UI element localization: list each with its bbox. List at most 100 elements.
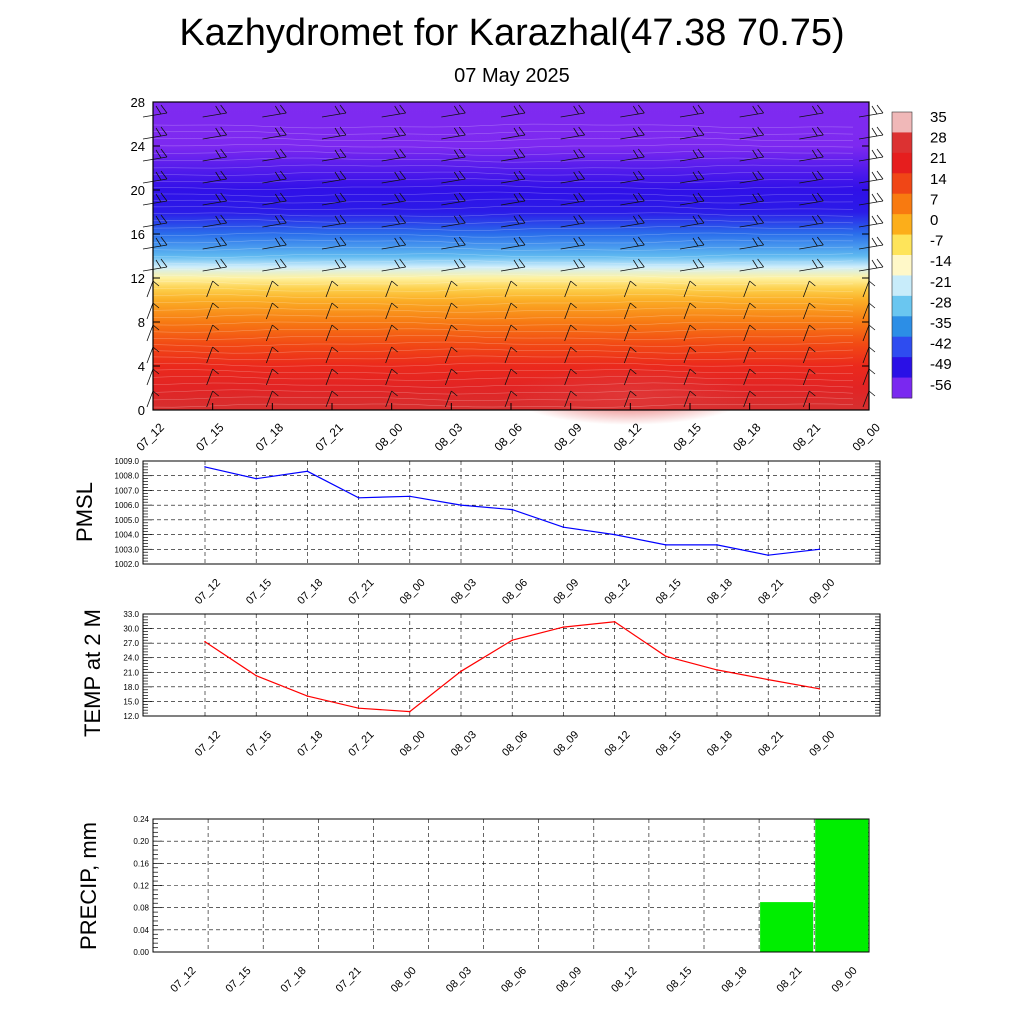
wind-barb [500,236,526,250]
wind-barb [504,280,518,298]
data-point [665,544,667,546]
wind-barb [381,192,406,206]
wind-barb [620,192,645,206]
wind-barb [739,192,764,206]
wind-barb [146,280,160,298]
y-tick-label: 0.20 [133,837,149,846]
wind-barb [560,236,585,250]
y-tick-label: 1003.0 [115,545,140,554]
y-tick-label: 0.08 [133,904,149,913]
data-point [716,544,718,546]
wind-barb [620,104,645,118]
colorbar-frame [891,111,913,399]
wind-barb [799,126,824,140]
temperature-contour [152,355,854,361]
wind-barb [381,258,406,272]
chart-subtitle: 07 May 2025 [454,65,570,87]
wind-barb [623,280,637,298]
wind-barb [262,192,287,206]
y-tick-label: 0.00 [133,948,149,957]
temperature-contour [152,184,854,190]
wind-barb [142,126,168,140]
wind-barb [739,126,764,140]
x-tick-label: 07_12 [168,965,198,995]
y-tick-label: 0.04 [133,926,149,935]
colorbar-swatch [892,152,912,174]
wind-barb [679,258,705,272]
temperature-contour [152,232,854,238]
wind-barb [262,236,287,250]
wind-barb [325,302,339,320]
temperature-contour [152,328,853,333]
data-point [562,526,565,528]
wind-barb [679,104,705,118]
temperature-contour [152,321,854,326]
y-tick-label: 20 [131,183,145,198]
temperature-contour [152,164,854,169]
data-point [562,626,565,628]
wind-barb [444,280,458,298]
data-point [306,470,309,473]
x-tick-label: 08_03 [449,729,479,759]
wind-barb [441,192,466,206]
height-temperature-panel: 0 4 8 12 16 20 24 28 07_12 07_15 07_18 07_21 08_00 08… [131,95,884,454]
wind-barb [321,104,347,118]
y-tick-label: 33.0 [123,610,139,619]
x-tick-label: 08_15 [654,577,684,607]
wind-barb [799,236,824,250]
wind-barb [321,214,347,228]
temperature-contour [152,130,854,135]
wind-barb [799,104,824,118]
temperature-contour [152,403,854,408]
temperature-contour [152,205,854,210]
colorbar-swatch [892,336,912,358]
x-tick-label: 08_12 [602,729,632,759]
colorbar-swatch [892,234,912,256]
pmsl-panel: 1002.0 1003.0 1004.0 1005.0 1006.0 1007.0 1008… [72,457,881,607]
wind-barb [325,324,339,342]
x-tick-label: 08_12 [609,965,639,995]
y-tick-label: 1006.0 [115,501,140,510]
y-tick-label: 12 [131,271,145,286]
wind-barb [739,148,764,162]
x-tick-label: 07_12 [193,729,223,759]
wind-barb [321,258,347,272]
wind-barb [862,324,876,342]
y-tick-label: 1002.0 [115,560,140,569]
wind-barb [202,104,227,118]
temperature-contour [152,123,854,129]
wind-barb [441,258,466,272]
wind-barb [325,368,339,386]
wind-barb [862,346,876,364]
wind-barb [679,236,705,250]
x-tick-label: 08_09 [551,420,585,454]
wind-barb [265,280,279,298]
wind-barb [146,390,160,408]
wind-barb [564,346,577,364]
data-point [255,477,257,480]
wind-barb [620,214,645,228]
y-tick-label: 24.0 [123,654,139,663]
wind-barb [623,346,637,364]
wind-barb [802,302,816,320]
wind-barb [385,346,398,364]
x-tick-label: 08_15 [654,729,684,759]
data-point [767,678,769,681]
wind-barb [799,170,824,184]
wind-barb [262,104,287,118]
plot-frame [142,613,881,717]
temperature-contour [152,239,854,245]
temperature-contour [152,266,854,272]
colorbar-label: -28 [930,294,952,311]
wind-barb [265,346,279,364]
colorbar-label: 7 [930,191,938,208]
wind-barb [743,302,756,320]
y-tick-label: 15.0 [123,697,139,706]
wind-barb [504,346,518,364]
data-point [460,504,462,506]
x-tick-label: 07_21 [312,420,346,454]
wind-barb [142,236,168,250]
temperature-contour [152,219,854,224]
temperature-contour [152,300,854,306]
wind-barb [858,192,884,206]
